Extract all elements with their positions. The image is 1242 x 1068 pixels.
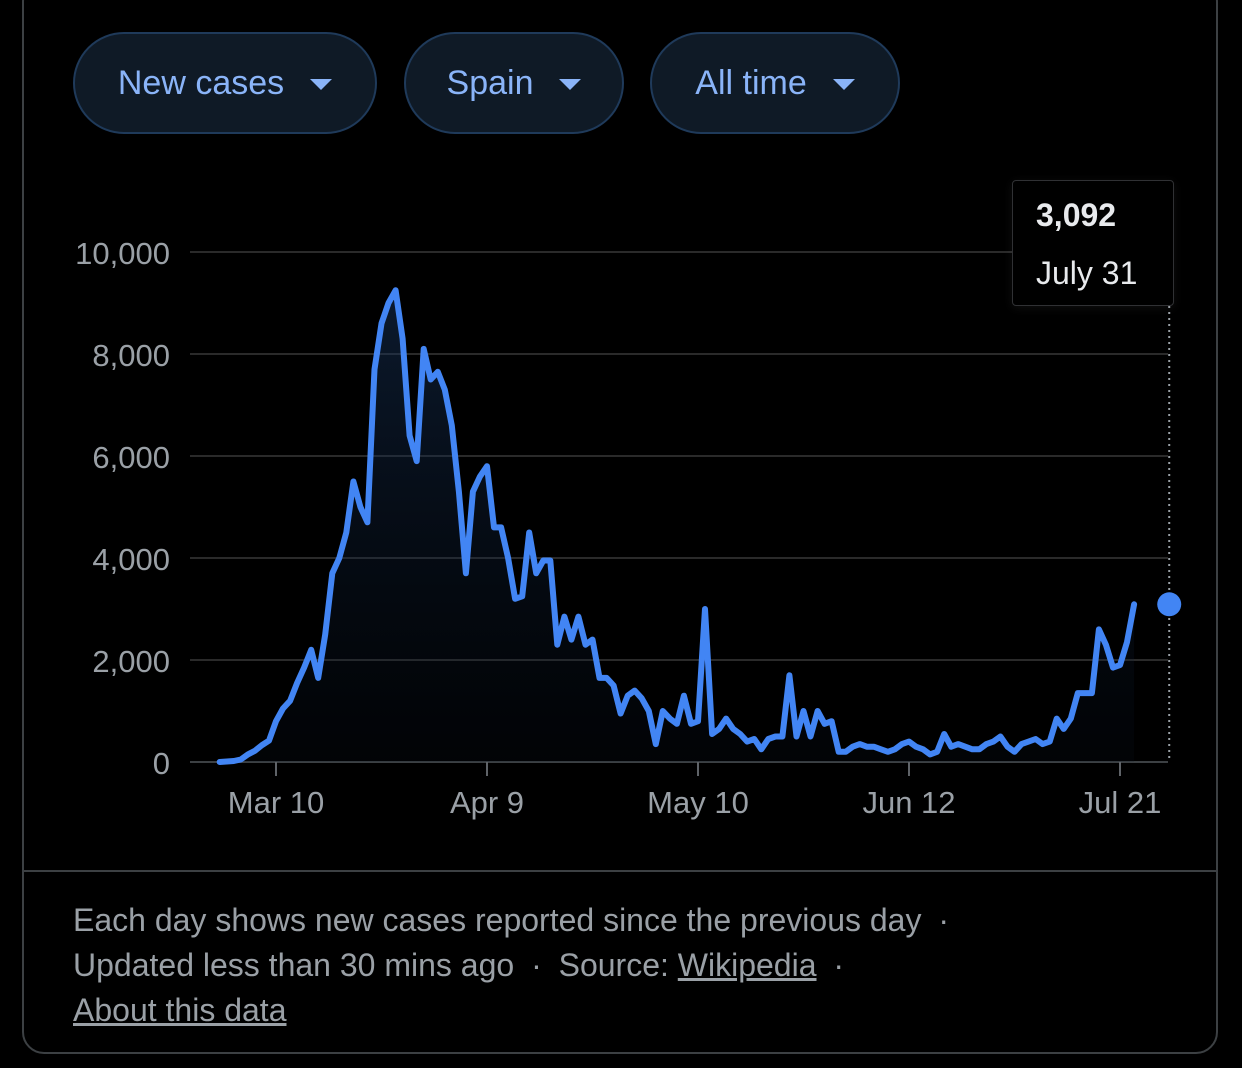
chart-footer: Each day shows new cases reported since … [73,898,1193,1033]
covid-chart-card [22,0,1218,1054]
y-tick-label: 8,000 [92,338,170,373]
updated-text: Updated less than 30 mins ago [73,947,515,983]
footer-description: Each day shows new cases reported since … [73,902,922,938]
x-tick-label: Jun 12 [862,785,955,820]
time-range-dropdown[interactable]: All time [650,32,900,134]
source-label: Source: [558,947,669,983]
chevron-down-icon [310,78,333,90]
chart-tooltip: 3,092 July 31 [1012,180,1174,306]
tooltip-date: July 31 [1036,255,1138,291]
chevron-down-icon [559,78,582,90]
separator-dot: · [531,947,542,983]
series-line-spain [216,287,1138,765]
area-fill [219,290,1135,762]
y-tick-label: 10,000 [75,236,170,271]
line-chart[interactable]: 0 2,000 4,000 6,000 8,000 10,000 Mar 10 Apr 9 Ma… [0,0,1242,870]
x-tick-label: Jul 21 [1079,785,1162,820]
tooltip-value: 3,092 [1036,197,1117,233]
separator-dot: · [938,902,950,938]
y-tick-label: 4,000 [92,542,170,577]
time-range-dropdown-label: All time [695,63,807,102]
chevron-down-icon [832,78,855,90]
highlight-point [1157,592,1182,617]
x-tick-label: Mar 10 [228,785,324,820]
separator-dot: · [833,947,845,983]
metric-dropdown[interactable]: New cases [73,32,377,134]
y-tick-label: 6,000 [92,440,170,475]
y-tick-label: 0 [153,746,170,781]
metric-dropdown-label: New cases [117,63,285,102]
region-dropdown[interactable]: Spain [404,32,624,134]
about-this-data-link[interactable]: About this data [73,992,287,1028]
divider [24,870,1216,872]
x-tick-label: May 10 [647,785,749,820]
region-dropdown-label: Spain [446,63,534,102]
y-tick-label: 2,000 [92,644,170,679]
source-wikipedia-link[interactable]: Wikipedia [677,947,817,983]
x-tick-label: Apr 9 [450,785,524,820]
